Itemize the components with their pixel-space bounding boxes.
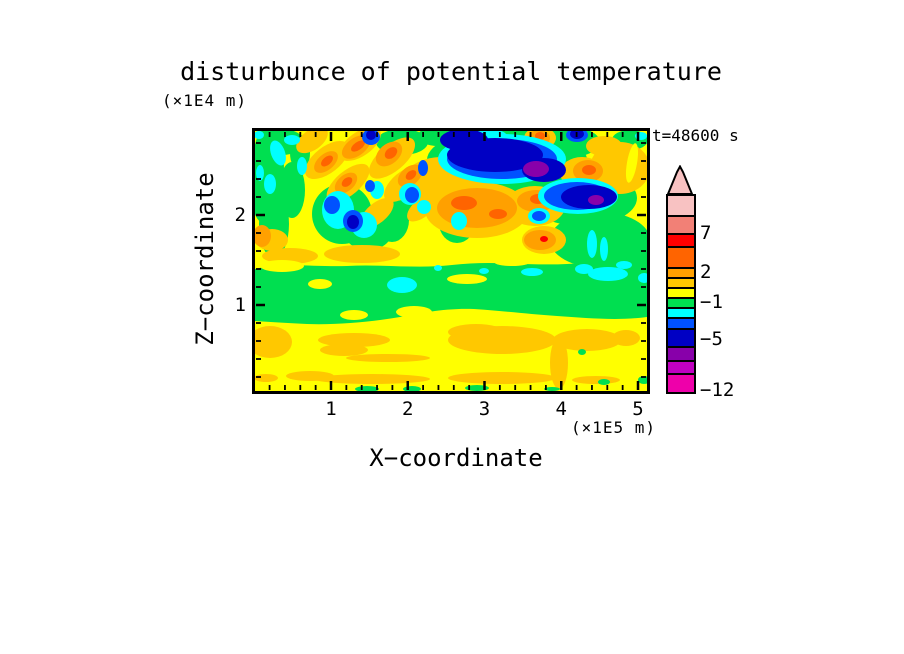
- colorbar-box-light-pink: [668, 196, 694, 215]
- gold-band-lower: [255, 324, 640, 389]
- z-axis-title: Z−coordinate: [191, 172, 219, 346]
- axis-ticks: [256, 132, 646, 390]
- colorbar-tick-label: −5: [700, 328, 723, 350]
- colorbar-tick-label: 2: [700, 261, 712, 283]
- z-axis-units-label: (×1E4 m): [162, 91, 248, 110]
- colorbar-arrow-tip: [666, 165, 694, 195]
- colorbar-box-yellow: [668, 287, 694, 297]
- colorbar-box-stack: [666, 194, 696, 394]
- colorbar-box-gold: [668, 277, 694, 287]
- time-annotation: t=48600 s: [652, 126, 739, 145]
- contour-plot: [252, 128, 650, 394]
- colorbar-tick-label: −1: [700, 291, 723, 313]
- colorbar-box-purple: [668, 346, 694, 360]
- purple-cores: [523, 161, 604, 205]
- colorbar-tick-label: −12: [700, 379, 735, 401]
- x-tick-label-4: 4: [555, 398, 567, 420]
- navy-anomalies: [347, 131, 617, 229]
- z-tick-label-2: 2: [234, 204, 246, 226]
- colorbar-box-green: [668, 297, 694, 307]
- plot-border: [252, 128, 650, 394]
- red-core: [540, 236, 548, 242]
- x-tick-label-5: 5: [632, 398, 644, 420]
- green-band: [255, 262, 647, 325]
- yellow-islands: [260, 258, 530, 320]
- colorbar-box-magenta: [668, 360, 694, 373]
- contour-field: [255, 131, 647, 391]
- z-tick-label-1: 1: [234, 294, 246, 316]
- colorbar-box-navy: [668, 328, 694, 346]
- orange-cells: [255, 131, 603, 250]
- yellow-streak-right: [625, 143, 639, 183]
- colorbar-box-blue: [668, 317, 694, 328]
- colorbar-box-salmon: [668, 215, 694, 233]
- colorbar-box-pink-magenta: [668, 373, 694, 392]
- x-tick-label-1: 1: [325, 398, 337, 420]
- arrow-tip-shape: [666, 165, 694, 195]
- plot-title: disturbunce of potential temperature: [180, 57, 722, 86]
- x-tick-label-2: 2: [402, 398, 414, 420]
- colorbar-box-dark-orange: [668, 246, 694, 267]
- x-axis-units-label: (×1E5 m): [570, 418, 656, 437]
- colorbar-box-orange: [668, 267, 694, 277]
- x-tick-label-3: 3: [478, 398, 491, 420]
- colorbar-box-red: [668, 233, 694, 246]
- x-axis-title: X−coordinate: [369, 444, 543, 472]
- colorbar-box-cyan: [668, 307, 694, 317]
- colorbar-tick-label: 7: [700, 222, 712, 244]
- surface-green-flecks: [355, 349, 647, 391]
